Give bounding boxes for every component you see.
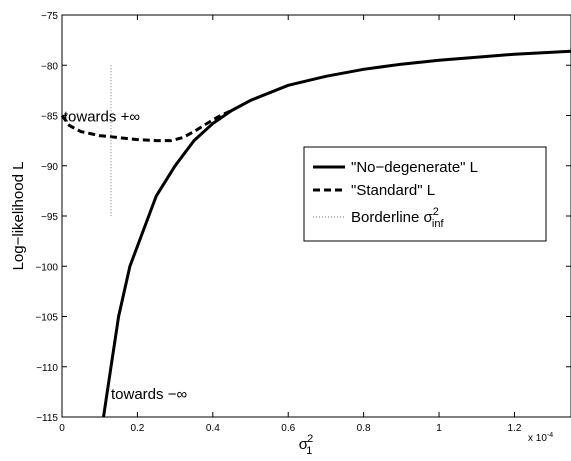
legend-label-standard: "Standard" L [351, 182, 435, 199]
axis-ticks: 0 0.2 0.4 0.6 0.8 1 1.2 −75 −80 −85 −90 −95 −100 −105… [35, 11, 571, 434]
y-tick-label: −85 [41, 112, 58, 123]
y-tick-label: −80 [41, 61, 58, 72]
y-tick-label: −95 [41, 212, 58, 223]
y-tick-label: −90 [41, 162, 58, 173]
legend-borderline-base: Borderline σ [351, 209, 434, 226]
legend-borderline-sup: 2 [433, 206, 439, 218]
x-tick-label: 0.8 [357, 423, 371, 434]
x-axis-label-sup: 2 [307, 433, 313, 445]
annotation-towards-plus-infinity: towards +∞ [64, 109, 140, 126]
x-axis-label-sub: 1 [306, 445, 312, 457]
x-tick-label: 1 [436, 423, 442, 434]
y-tick-label: −105 [35, 313, 58, 324]
x-axis-multiplier: x 10-4 [528, 432, 553, 444]
legend: "No−degenerate" L "Standard" L Borderlin… [303, 146, 547, 242]
x-tick-label: 1.2 [507, 423, 521, 434]
x-multiplier-base: x 10 [528, 433, 547, 444]
series-no-degenerate-line [102, 49, 571, 418]
x-axis-label: σ2 1 [299, 433, 313, 457]
y-tick-label: −115 [36, 413, 58, 424]
series-layer [60, 49, 571, 418]
legend-label-no-degenerate: "No−degenerate" L [351, 159, 478, 176]
legend-label-borderline: Borderline σ2 inf [351, 206, 444, 230]
x-tick-label: 0.6 [281, 423, 295, 434]
legend-borderline-sub: inf [432, 218, 445, 230]
x-axis-label-base: σ [299, 436, 309, 453]
y-axis-label: Log−likelihood L [10, 162, 27, 271]
x-tick-label: 0 [59, 423, 65, 434]
x-multiplier-exp: -4 [547, 432, 553, 439]
annotation-towards-minus-infinity: towards −∞ [111, 386, 187, 403]
y-tick-label: −110 [36, 363, 58, 374]
series-standard-line [60, 109, 233, 143]
x-tick-label: 0.2 [130, 423, 144, 434]
annotation-layer: towards +∞ towards −∞ [64, 109, 188, 403]
y-tick-label: −75 [41, 11, 58, 22]
legend-box [303, 146, 547, 242]
y-tick-label: −100 [35, 262, 58, 273]
x-tick-label: 0.4 [206, 423, 220, 434]
